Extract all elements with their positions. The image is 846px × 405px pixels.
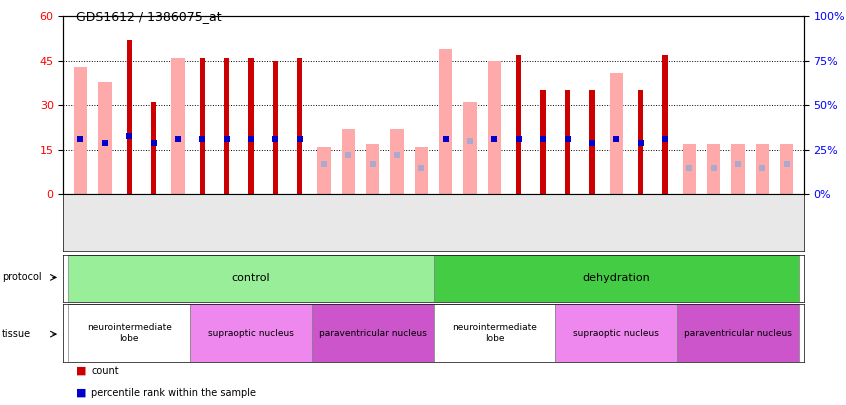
Bar — [555, 304, 677, 362]
Bar — [366, 144, 379, 194]
Bar — [69, 255, 433, 302]
Bar — [151, 102, 157, 194]
Bar — [342, 129, 355, 194]
Text: ■: ■ — [76, 366, 86, 375]
Bar — [74, 67, 87, 194]
Bar — [780, 144, 794, 194]
Bar — [638, 90, 643, 194]
Bar — [200, 58, 205, 194]
Bar — [272, 61, 278, 194]
Bar — [707, 144, 720, 194]
Text: neurointermediate
lobe: neurointermediate lobe — [87, 324, 172, 343]
Bar — [488, 61, 501, 194]
Text: GDS1612 / 1386075_at: GDS1612 / 1386075_at — [76, 10, 222, 23]
Text: control: control — [232, 273, 270, 283]
Bar — [98, 81, 112, 194]
Text: dehydration: dehydration — [582, 273, 650, 283]
Bar — [433, 304, 555, 362]
Bar — [731, 144, 744, 194]
Bar — [390, 129, 404, 194]
Bar — [312, 304, 433, 362]
Bar — [683, 144, 696, 194]
Text: ■: ■ — [76, 388, 86, 398]
Text: tissue: tissue — [2, 329, 30, 339]
Text: paraventricular nucleus: paraventricular nucleus — [319, 328, 426, 338]
Bar — [565, 90, 570, 194]
Bar — [127, 40, 132, 194]
Bar — [224, 58, 229, 194]
Bar — [589, 90, 595, 194]
Bar — [69, 304, 190, 362]
Text: supraoptic nucleus: supraoptic nucleus — [574, 328, 659, 338]
Bar — [297, 58, 302, 194]
Bar — [415, 147, 428, 194]
Bar — [248, 58, 254, 194]
Bar — [190, 304, 312, 362]
Bar — [433, 255, 799, 302]
Text: neurointermediate
lobe: neurointermediate lobe — [452, 324, 537, 343]
Text: percentile rank within the sample: percentile rank within the sample — [91, 388, 256, 398]
Bar — [439, 49, 453, 194]
Bar — [609, 72, 623, 194]
Text: count: count — [91, 366, 119, 375]
Bar — [755, 144, 769, 194]
Text: paraventricular nucleus: paraventricular nucleus — [684, 328, 792, 338]
Bar — [662, 55, 667, 194]
Bar — [516, 55, 521, 194]
Bar — [541, 90, 546, 194]
Bar — [464, 102, 477, 194]
Bar — [171, 58, 184, 194]
Bar — [317, 147, 331, 194]
Bar — [677, 304, 799, 362]
Text: supraoptic nucleus: supraoptic nucleus — [208, 328, 294, 338]
Text: protocol: protocol — [2, 273, 41, 282]
